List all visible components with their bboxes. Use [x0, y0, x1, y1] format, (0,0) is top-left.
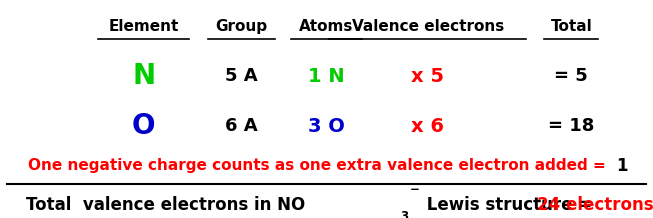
Text: Element: Element: [108, 19, 179, 34]
Text: 6 A: 6 A: [225, 118, 258, 135]
Text: Atoms: Atoms: [299, 19, 354, 34]
Text: = 18: = 18: [548, 118, 595, 135]
Text: 24 electrons: 24 electrons: [537, 196, 653, 214]
Text: N: N: [132, 62, 155, 90]
Text: 5 A: 5 A: [225, 67, 258, 85]
Text: 1: 1: [616, 157, 628, 175]
Text: 3: 3: [400, 210, 408, 218]
Text: Valence electrons: Valence electrons: [351, 19, 504, 34]
Text: O: O: [132, 112, 155, 140]
Text: = 5: = 5: [554, 67, 588, 85]
Text: One negative charge counts as one extra valence electron added =: One negative charge counts as one extra …: [29, 158, 611, 173]
Text: −: −: [410, 183, 420, 196]
Text: 3 O: 3 O: [308, 117, 345, 136]
Text: x 6: x 6: [411, 117, 444, 136]
Text: Total  valence electrons in NO: Total valence electrons in NO: [26, 196, 306, 214]
Text: Lewis structure =: Lewis structure =: [421, 196, 598, 214]
Text: 1 N: 1 N: [308, 67, 345, 86]
Text: Group: Group: [215, 19, 268, 34]
Text: x 5: x 5: [411, 67, 444, 86]
Text: Total: Total: [550, 19, 592, 34]
